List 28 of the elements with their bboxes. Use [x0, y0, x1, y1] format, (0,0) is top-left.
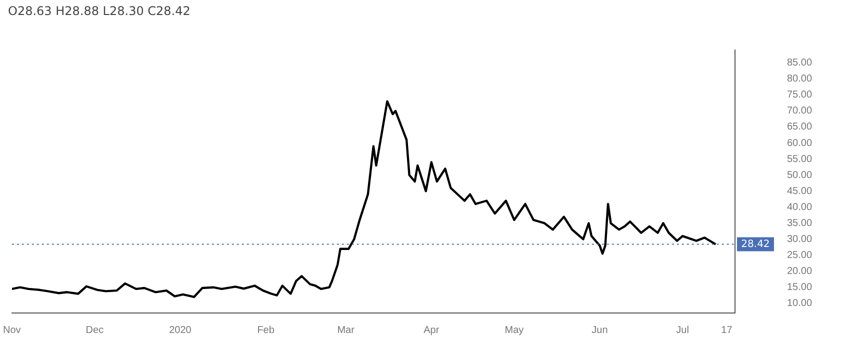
y-tick-label: 50.00	[786, 170, 812, 181]
y-tick-label: 75.00	[786, 90, 812, 101]
y-tick-label: 20.00	[786, 266, 812, 278]
y-tick-label: 35.00	[786, 218, 812, 229]
x-tick-label: Nov	[2, 324, 21, 336]
x-tick-label: Mar	[337, 324, 356, 336]
text: O28.63 H28.88 L28.30 C28.42	[8, 4, 190, 18]
y-tick-label: 55.00	[786, 154, 812, 165]
y-tick-label: 30.00	[786, 234, 812, 245]
y-tick-label: 60.00	[786, 138, 812, 149]
x-tick-label: Feb	[257, 324, 275, 336]
x-tick-label: Apr	[424, 324, 440, 336]
x-tick-label: Jul	[676, 324, 689, 336]
y-tick-label: 65.00	[786, 122, 812, 133]
y-tick-label: 45.00	[786, 186, 812, 197]
x-tick-label: Jun	[592, 324, 608, 336]
y-tick-label: 15.00	[786, 282, 812, 294]
y-tick-label: 40.00	[786, 202, 812, 213]
x-tick-label: 2020	[169, 324, 192, 336]
x-tick-label: May	[504, 324, 524, 336]
y-tick-label: 80.00	[786, 74, 812, 85]
y-tick-label: 70.00	[786, 106, 812, 117]
y-tick-label: 85.00	[786, 58, 812, 69]
y-tick-label: 25.00	[786, 250, 812, 262]
x-tick-label: Dec	[86, 324, 104, 336]
y-tick-label: 10.00	[786, 298, 812, 310]
x-tick-label: 17	[721, 324, 733, 336]
ref-line-label: 28.42	[741, 238, 770, 250]
